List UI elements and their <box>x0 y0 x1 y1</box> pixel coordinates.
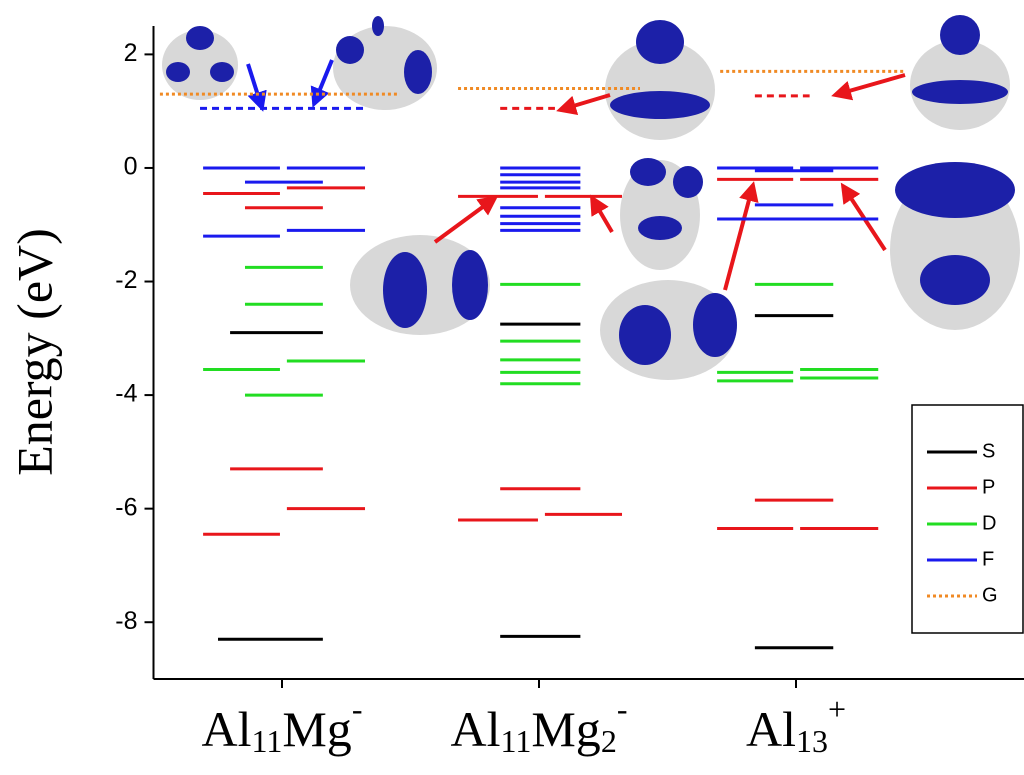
x-tick-label: Al11Mg2- <box>451 691 628 759</box>
label-part: 13 <box>796 723 828 759</box>
arrows <box>246 59 906 291</box>
orbital-image <box>620 158 703 270</box>
orbital-image <box>605 20 715 140</box>
arrow <box>433 195 499 244</box>
x-tick-label: Al13+ <box>746 691 846 759</box>
label-part: - <box>617 691 628 727</box>
legend-label: P <box>982 476 995 498</box>
legend-label: D <box>982 512 996 534</box>
orbital-image <box>910 15 1010 130</box>
orbital-pictures <box>162 15 1020 380</box>
label-part: Mg <box>282 701 351 757</box>
arrow <box>556 93 611 115</box>
y-tick-label: 2 <box>124 39 138 67</box>
y-tick-label: -6 <box>115 493 137 521</box>
arrow <box>589 194 614 234</box>
label-part: + <box>828 691 846 727</box>
legend-label: F <box>982 548 994 570</box>
legend-label: S <box>982 440 995 462</box>
legend-label: G <box>982 584 998 606</box>
y-tick-label: -8 <box>115 607 137 635</box>
label-part: - <box>352 691 363 727</box>
arrow <box>831 73 906 101</box>
y-tick-label: -2 <box>115 266 137 294</box>
legend-box <box>911 404 1024 634</box>
label-part: Mg <box>531 701 600 757</box>
label-part: Al <box>202 701 252 757</box>
arrow <box>310 59 334 108</box>
label-part: 11 <box>501 723 532 759</box>
arrow <box>246 63 267 112</box>
orbital-image <box>890 162 1020 330</box>
y-tick-label: 0 <box>124 153 138 181</box>
y-axis-label: Energy (eV) <box>6 228 62 476</box>
label-part: 11 <box>252 723 283 759</box>
label-part: Al <box>746 701 796 757</box>
orbital-image <box>350 235 490 335</box>
label-part: Al <box>451 701 501 757</box>
orbital-image <box>162 26 238 100</box>
orbital-image <box>333 16 437 110</box>
x-tick-label: Al11Mg- <box>202 691 363 759</box>
orbital-image <box>600 280 737 380</box>
y-tick-label: -4 <box>115 380 137 408</box>
label-part: 2 <box>601 723 617 759</box>
arrow <box>723 181 759 291</box>
